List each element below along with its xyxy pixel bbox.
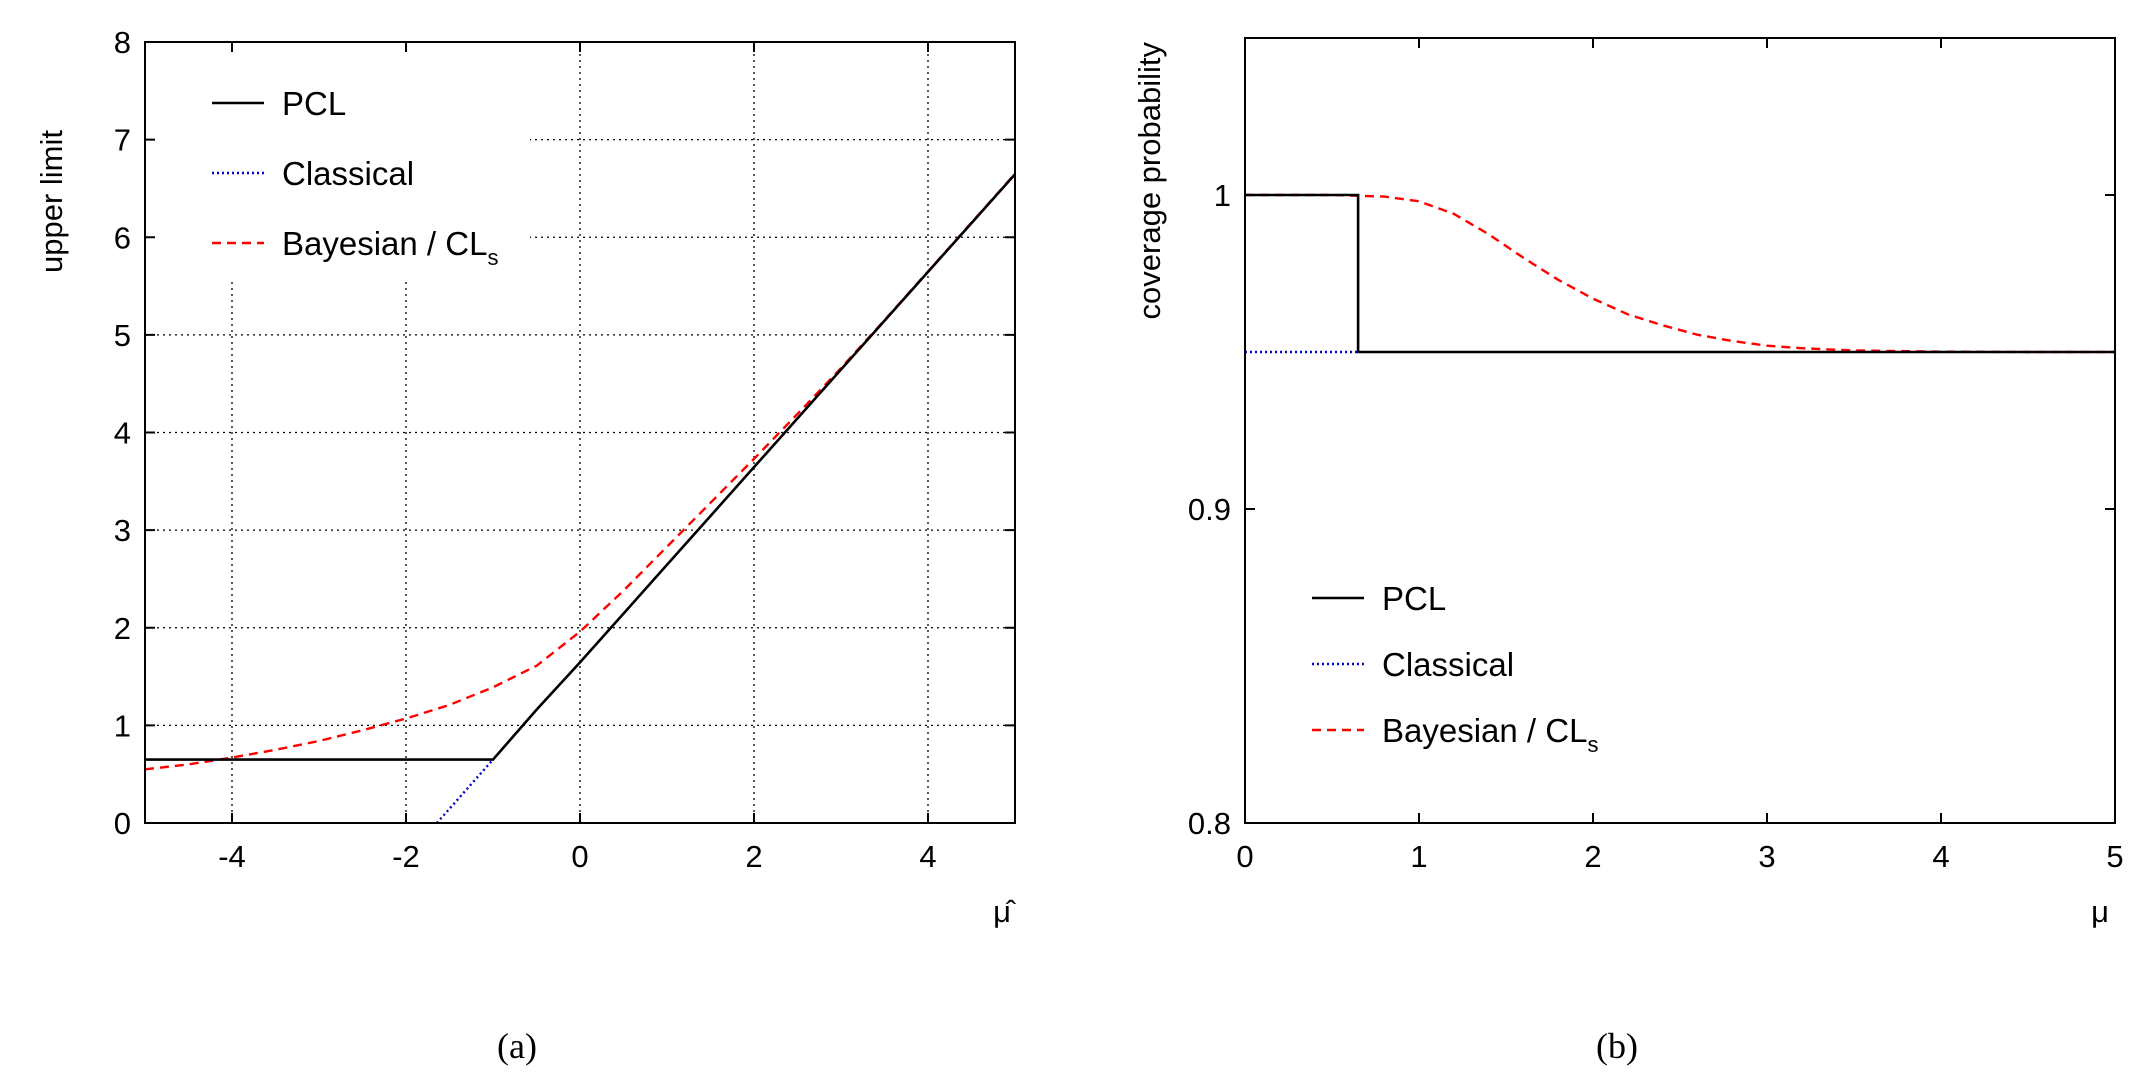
legend-label: Bayesian / CLs [282, 225, 498, 270]
y-tick-label: 7 [114, 123, 131, 158]
x-tick-label: 2 [1584, 839, 1601, 874]
legend-label: Classical [1382, 646, 1514, 683]
y-tick-label: 4 [114, 416, 131, 451]
series-line-pcl [1245, 193, 2115, 354]
y-tick-label: 0.9 [1188, 492, 1231, 527]
legend-background [150, 48, 530, 278]
panel-a-caption: (a) [497, 1026, 537, 1066]
x-tick-label: 4 [1932, 839, 1949, 874]
panel-b-chart: 0 1 2 3 4 5 0.8 0.9 1 coverage probability μ PCL… [1132, 37, 2124, 1066]
y-tick-label: 2 [114, 611, 131, 646]
x-tick-label: 3 [1758, 839, 1775, 874]
x-tick-label: 0 [1236, 839, 1253, 874]
x-tick-label: 4 [919, 839, 936, 874]
series-line-pcl [145, 173, 1016, 761]
legend-label: Classical [282, 155, 414, 192]
y-tick-label: 8 [114, 25, 131, 60]
x-tick-label: -2 [392, 839, 420, 874]
y-tick-label: 6 [114, 220, 131, 255]
panel-b-ticks: 0 1 2 3 4 5 0.8 0.9 1 [1188, 38, 2124, 874]
y-tick-label: 1 [1214, 178, 1231, 213]
x-tick-label: 1 [1410, 839, 1427, 874]
y-tick-label: 0.8 [1188, 806, 1231, 841]
series-line-bayesian-cl [1245, 193, 2115, 354]
panel-b-caption: (b) [1596, 1026, 1638, 1066]
panel-a-series [144, 172, 1016, 824]
legend-label: PCL [1382, 580, 1446, 617]
y-tick-label: 5 [114, 318, 131, 353]
panel-b-xlabel: μ [2091, 894, 2109, 929]
x-tick-label: 5 [2106, 839, 2123, 874]
x-tick-label: 2 [745, 839, 762, 874]
panel-b-legend: PCL Classical Bayesian / CLs [1312, 580, 1598, 757]
legend-label: Bayesian / CLs [1382, 712, 1598, 757]
x-tick-label: -4 [218, 839, 246, 874]
y-tick-label: 1 [114, 708, 131, 743]
panel-b-series [1245, 193, 2115, 354]
panel-a-ylabel: upper limit [34, 130, 69, 273]
panel-a-ticks: -4 -2 0 2 4 0 1 2 3 4 5 6 7 8 [114, 25, 1015, 874]
y-tick-label: 3 [114, 513, 131, 548]
panel-a-grid [145, 41, 1015, 824]
panel-b-ylabel: coverage probability [1132, 42, 1167, 320]
y-tick-label: 0 [114, 806, 131, 841]
panel-a-xlabel: μ̂ [993, 894, 1017, 929]
x-tick-label: 0 [571, 839, 588, 874]
panel-a-legend: PCL Classical Bayesian / CLs [212, 85, 498, 270]
panel-a-chart: -4 -2 0 2 4 0 1 2 3 4 5 6 7 8 upper limit μ̂ PCL Class… [34, 25, 1017, 1066]
series-line-classical [435, 758, 494, 824]
legend-label: PCL [282, 85, 346, 122]
panel-b-plot-frame [1244, 37, 2116, 824]
